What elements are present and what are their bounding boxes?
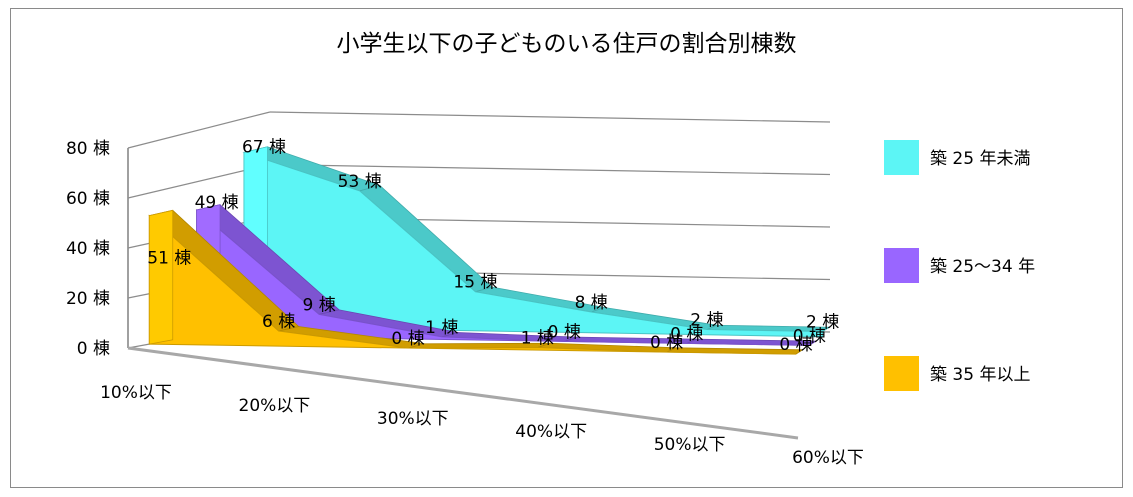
series-3 [148,209,804,355]
series-ribbons [148,146,831,355]
data-label: 2 棟 [690,311,723,331]
data-label: 0 棟 [793,326,826,346]
gridline-back [269,111,831,123]
x-category-label: 40%以下 [515,422,587,442]
legend-label: 築 25 年未満 [930,149,1030,169]
y-tick-label: 80 棟 [66,139,110,159]
chart-title: 小学生以下の子どものいる住戸の割合別棟数 [336,31,797,57]
y-axis-ticks: 0 棟 20 棟 40 棟 60 棟 80 棟 [66,139,110,359]
gridline-back [269,163,831,176]
x-axis-floor [127,346,799,440]
y-tick-label: 20 棟 [66,289,110,309]
x-category-label: 10%以下 [100,383,172,403]
legend-swatch [884,248,919,283]
data-label: 0 棟 [670,324,703,344]
x-category-label: 30%以下 [377,409,449,429]
data-label: 0 棟 [779,335,812,355]
data-label: 9 棟 [303,295,336,315]
data-label: 2 棟 [806,313,839,333]
data-label: 6 棟 [262,312,295,332]
x-category-label: 20%以下 [239,396,311,416]
legend-label: 築 25〜34 年 [930,257,1035,277]
y-tick-label: 40 棟 [66,239,110,259]
data-label: 0 棟 [391,329,424,349]
legend-swatch [884,356,919,391]
y-tick-label: 60 棟 [66,189,110,209]
data-label: 1 棟 [425,318,458,338]
series-front-face [148,214,797,355]
series-left-cap [148,209,174,345]
x-category-label: 50%以下 [654,435,726,455]
data-label: 67 棟 [242,137,286,157]
data-label: 0 棟 [650,333,683,353]
data-label: 1 棟 [521,329,554,349]
legend-label: 築 35 年以上 [930,365,1030,385]
data-label: 51 棟 [147,249,191,269]
data-label: 15 棟 [453,273,497,293]
data-label: 49 棟 [195,193,239,213]
data-label: 53 棟 [338,172,382,192]
x-category-label: 60%以下 [792,448,864,468]
data-label: 8 棟 [575,293,608,313]
data-label: 0 棟 [548,322,581,342]
y-tick-label: 0 棟 [77,339,110,359]
gridline-side [127,111,271,149]
legend-swatch [884,140,919,175]
x-axis-categories: 10%以下 20%以下 30%以下 40%以下 50%以下 60%以下 [100,383,864,468]
